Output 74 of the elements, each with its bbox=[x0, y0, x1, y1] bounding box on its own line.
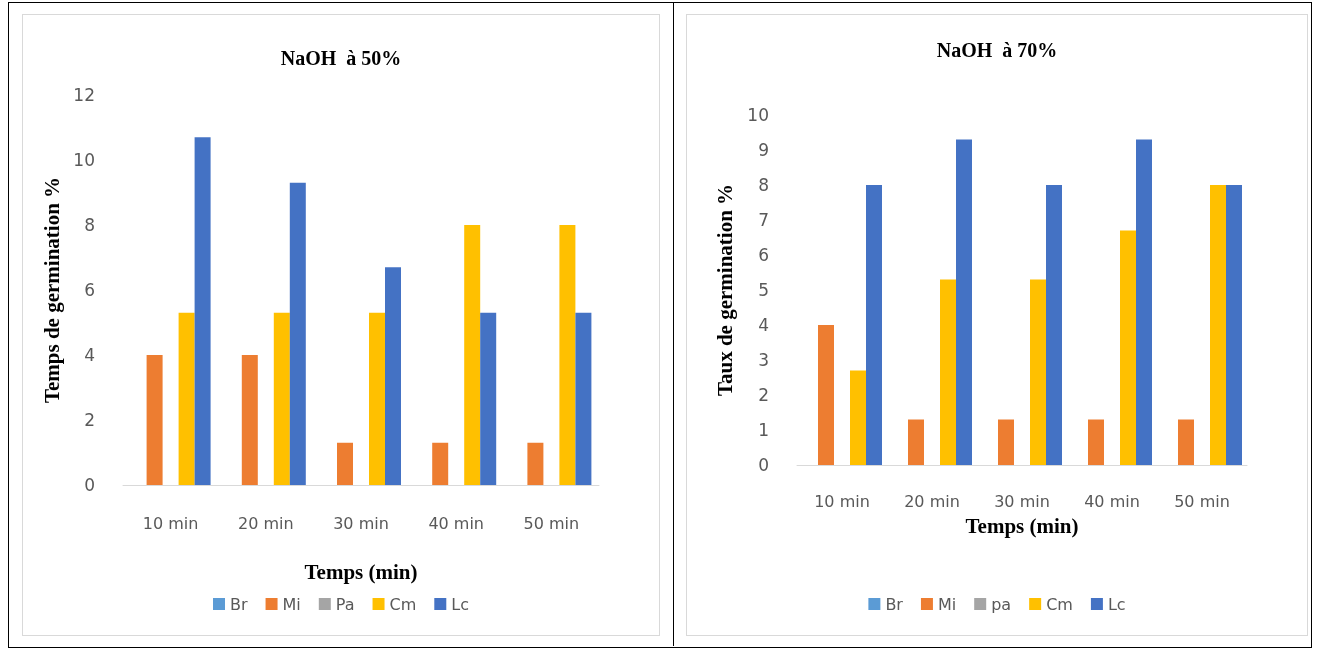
x-axis-title: Temps (min) bbox=[304, 559, 418, 584]
bar bbox=[1120, 230, 1136, 465]
y-axis-title: Temps de germination % bbox=[39, 176, 64, 404]
bar bbox=[527, 442, 544, 485]
bar bbox=[1136, 139, 1152, 465]
bar bbox=[432, 442, 449, 485]
bar bbox=[575, 312, 592, 485]
bar bbox=[998, 419, 1014, 465]
bar bbox=[866, 185, 882, 465]
y-tick-label: 7 bbox=[758, 210, 769, 230]
bar bbox=[1088, 419, 1104, 465]
y-tick-label: 10 bbox=[747, 105, 769, 125]
y-tick-label: 2 bbox=[758, 385, 769, 405]
x-tick-label: 30 min bbox=[994, 491, 1050, 511]
y-tick-label: 4 bbox=[758, 315, 769, 335]
legend-label: Lc bbox=[451, 594, 470, 614]
y-tick-label: 12 bbox=[73, 85, 95, 105]
y-tick-label: 5 bbox=[758, 280, 769, 300]
y-tick-label: 8 bbox=[84, 215, 95, 235]
legend-label: Br bbox=[885, 594, 904, 614]
bar bbox=[385, 267, 401, 485]
x-tick-label: 40 min bbox=[1084, 491, 1140, 511]
x-axis-title: Temps (min) bbox=[965, 513, 1079, 538]
bar bbox=[940, 279, 956, 465]
bar bbox=[1226, 185, 1242, 465]
x-tick-label: 40 min bbox=[428, 513, 485, 533]
legend-label: Br bbox=[230, 594, 248, 614]
bar bbox=[194, 137, 211, 485]
x-tick-label: 50 min bbox=[1174, 491, 1230, 511]
legend-label: Pa bbox=[335, 594, 355, 614]
bar bbox=[464, 225, 481, 485]
y-axis-title: Taux de germination % bbox=[712, 183, 737, 397]
bar bbox=[850, 370, 866, 465]
y-tick-label: 6 bbox=[84, 280, 95, 300]
y-tick-label: 0 bbox=[84, 475, 95, 495]
y-tick-label: 0 bbox=[758, 455, 769, 475]
bar bbox=[818, 325, 834, 465]
legend-label: Cm bbox=[1046, 594, 1073, 614]
y-tick-label: 10 bbox=[73, 150, 95, 170]
x-tick-label: 20 min bbox=[904, 491, 960, 511]
bar bbox=[289, 182, 306, 485]
bar bbox=[273, 312, 290, 485]
bar bbox=[241, 355, 258, 485]
x-tick-label: 30 min bbox=[333, 513, 389, 533]
x-tick-label: 20 min bbox=[237, 513, 294, 533]
bar bbox=[908, 419, 924, 465]
x-tick-label: 10 min bbox=[142, 513, 199, 533]
legend-label: Lc bbox=[1107, 594, 1126, 614]
bar bbox=[337, 442, 353, 485]
x-tick-label: 50 min bbox=[523, 513, 580, 533]
bar bbox=[1046, 185, 1062, 465]
y-tick-label: 9 bbox=[758, 140, 769, 160]
bar bbox=[480, 312, 497, 485]
x-tick-label: 10 min bbox=[814, 491, 870, 511]
bar bbox=[1210, 185, 1226, 465]
chart-title: NaOH à 50% bbox=[280, 47, 402, 69]
y-tick-label: 8 bbox=[758, 175, 769, 195]
bar bbox=[146, 355, 163, 485]
y-tick-label: 2 bbox=[84, 410, 95, 430]
bar bbox=[956, 139, 972, 465]
y-tick-label: 1 bbox=[758, 420, 769, 440]
legend-label: Mi bbox=[282, 594, 301, 614]
bar bbox=[369, 312, 385, 485]
bar bbox=[178, 312, 195, 485]
chart-title: NaOH à 70% bbox=[936, 39, 1058, 61]
bar bbox=[559, 225, 576, 485]
legend-label: pa bbox=[991, 594, 1012, 614]
y-tick-label: 3 bbox=[758, 350, 769, 370]
legend-label: Cm bbox=[389, 594, 417, 614]
y-tick-label: 4 bbox=[84, 345, 95, 365]
legend-label: Mi bbox=[937, 594, 957, 614]
bar bbox=[1178, 419, 1194, 465]
bar bbox=[1030, 279, 1046, 465]
y-tick-label: 6 bbox=[758, 245, 769, 265]
